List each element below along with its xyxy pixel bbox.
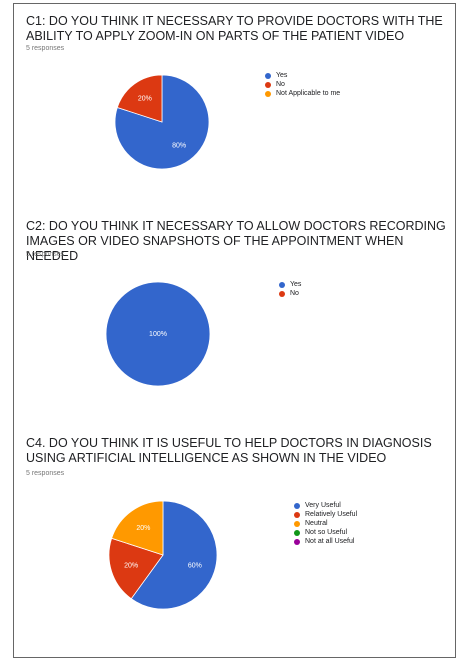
legend-item: Not at all Useful bbox=[294, 537, 357, 546]
pie-slice-very-useful bbox=[130, 500, 218, 610]
pie-slice-neutral bbox=[111, 500, 164, 556]
pie-data-label: 20% bbox=[136, 525, 150, 532]
legend-label: Yes bbox=[276, 72, 288, 79]
chart-title: C4. DO YOU THINK IT IS USEFUL TO HELP DO… bbox=[26, 436, 432, 465]
legend-item: No bbox=[265, 80, 340, 89]
legend-item: Yes bbox=[265, 71, 340, 80]
chart-legend: Very Useful Relatively Useful Neutral Not s… bbox=[294, 501, 357, 546]
legend-swatch bbox=[279, 281, 285, 288]
legend-swatch bbox=[294, 520, 300, 527]
legend-swatch bbox=[265, 72, 271, 79]
response-count: 5 responses bbox=[26, 470, 65, 477]
legend-label: Not so Useful bbox=[305, 529, 348, 536]
legend-item: Not Applicable to me bbox=[265, 89, 340, 98]
pie-slice-yes bbox=[105, 281, 211, 387]
legend-item: Not so Useful bbox=[294, 528, 357, 537]
legend-label: Neutral bbox=[305, 520, 328, 527]
legend-swatch bbox=[265, 90, 271, 97]
survey-results-page: C1: DO YOU THINK IT NECESSARY TO PROVIDE… bbox=[13, 3, 456, 658]
legend-label: Relatively Useful bbox=[305, 511, 358, 518]
legend-swatch bbox=[265, 81, 271, 88]
legend-label: Not at all Useful bbox=[305, 538, 355, 545]
legend-label: Very Useful bbox=[305, 502, 341, 509]
legend-label: Not Applicable to me bbox=[276, 90, 341, 97]
response-count: 5 responses bbox=[26, 251, 65, 258]
legend-swatch bbox=[294, 538, 300, 545]
legend-item: Yes bbox=[279, 280, 301, 289]
pie-data-label: 100% bbox=[149, 331, 167, 338]
legend-item: Very Useful bbox=[294, 501, 357, 510]
pie-slice-relatively-useful bbox=[108, 537, 164, 600]
pie-data-label: 80% bbox=[172, 143, 186, 150]
legend-item: Neutral bbox=[294, 519, 357, 528]
legend-swatch bbox=[294, 502, 300, 509]
pie-chart-c2: 100% bbox=[105, 281, 211, 387]
legend-swatch bbox=[294, 529, 300, 536]
legend-label: No bbox=[290, 290, 299, 297]
pie-data-label: 20% bbox=[124, 562, 138, 569]
legend-item: No bbox=[279, 289, 301, 298]
pie-slice-no bbox=[116, 74, 163, 123]
chart-title: C2: DO YOU THINK IT NECESSARY TO ALLOW D… bbox=[26, 219, 446, 263]
legend-label: Yes bbox=[290, 281, 302, 288]
pie-data-label: 60% bbox=[188, 562, 202, 569]
pie-chart-c4: 60% 20% 20% bbox=[108, 500, 218, 610]
legend-swatch bbox=[279, 290, 285, 297]
pie-chart-c1: 80% 20% bbox=[114, 74, 210, 170]
chart-legend: Yes No Not Applicable to me bbox=[265, 71, 340, 98]
response-count: 5 responses bbox=[26, 45, 65, 52]
legend-item: Relatively Useful bbox=[294, 510, 357, 519]
legend-label: No bbox=[276, 81, 285, 88]
chart-legend: Yes No bbox=[279, 280, 301, 298]
pie-data-label: 20% bbox=[138, 95, 152, 102]
chart-title: C1: DO YOU THINK IT NECESSARY TO PROVIDE… bbox=[26, 14, 443, 43]
legend-swatch bbox=[294, 511, 300, 518]
